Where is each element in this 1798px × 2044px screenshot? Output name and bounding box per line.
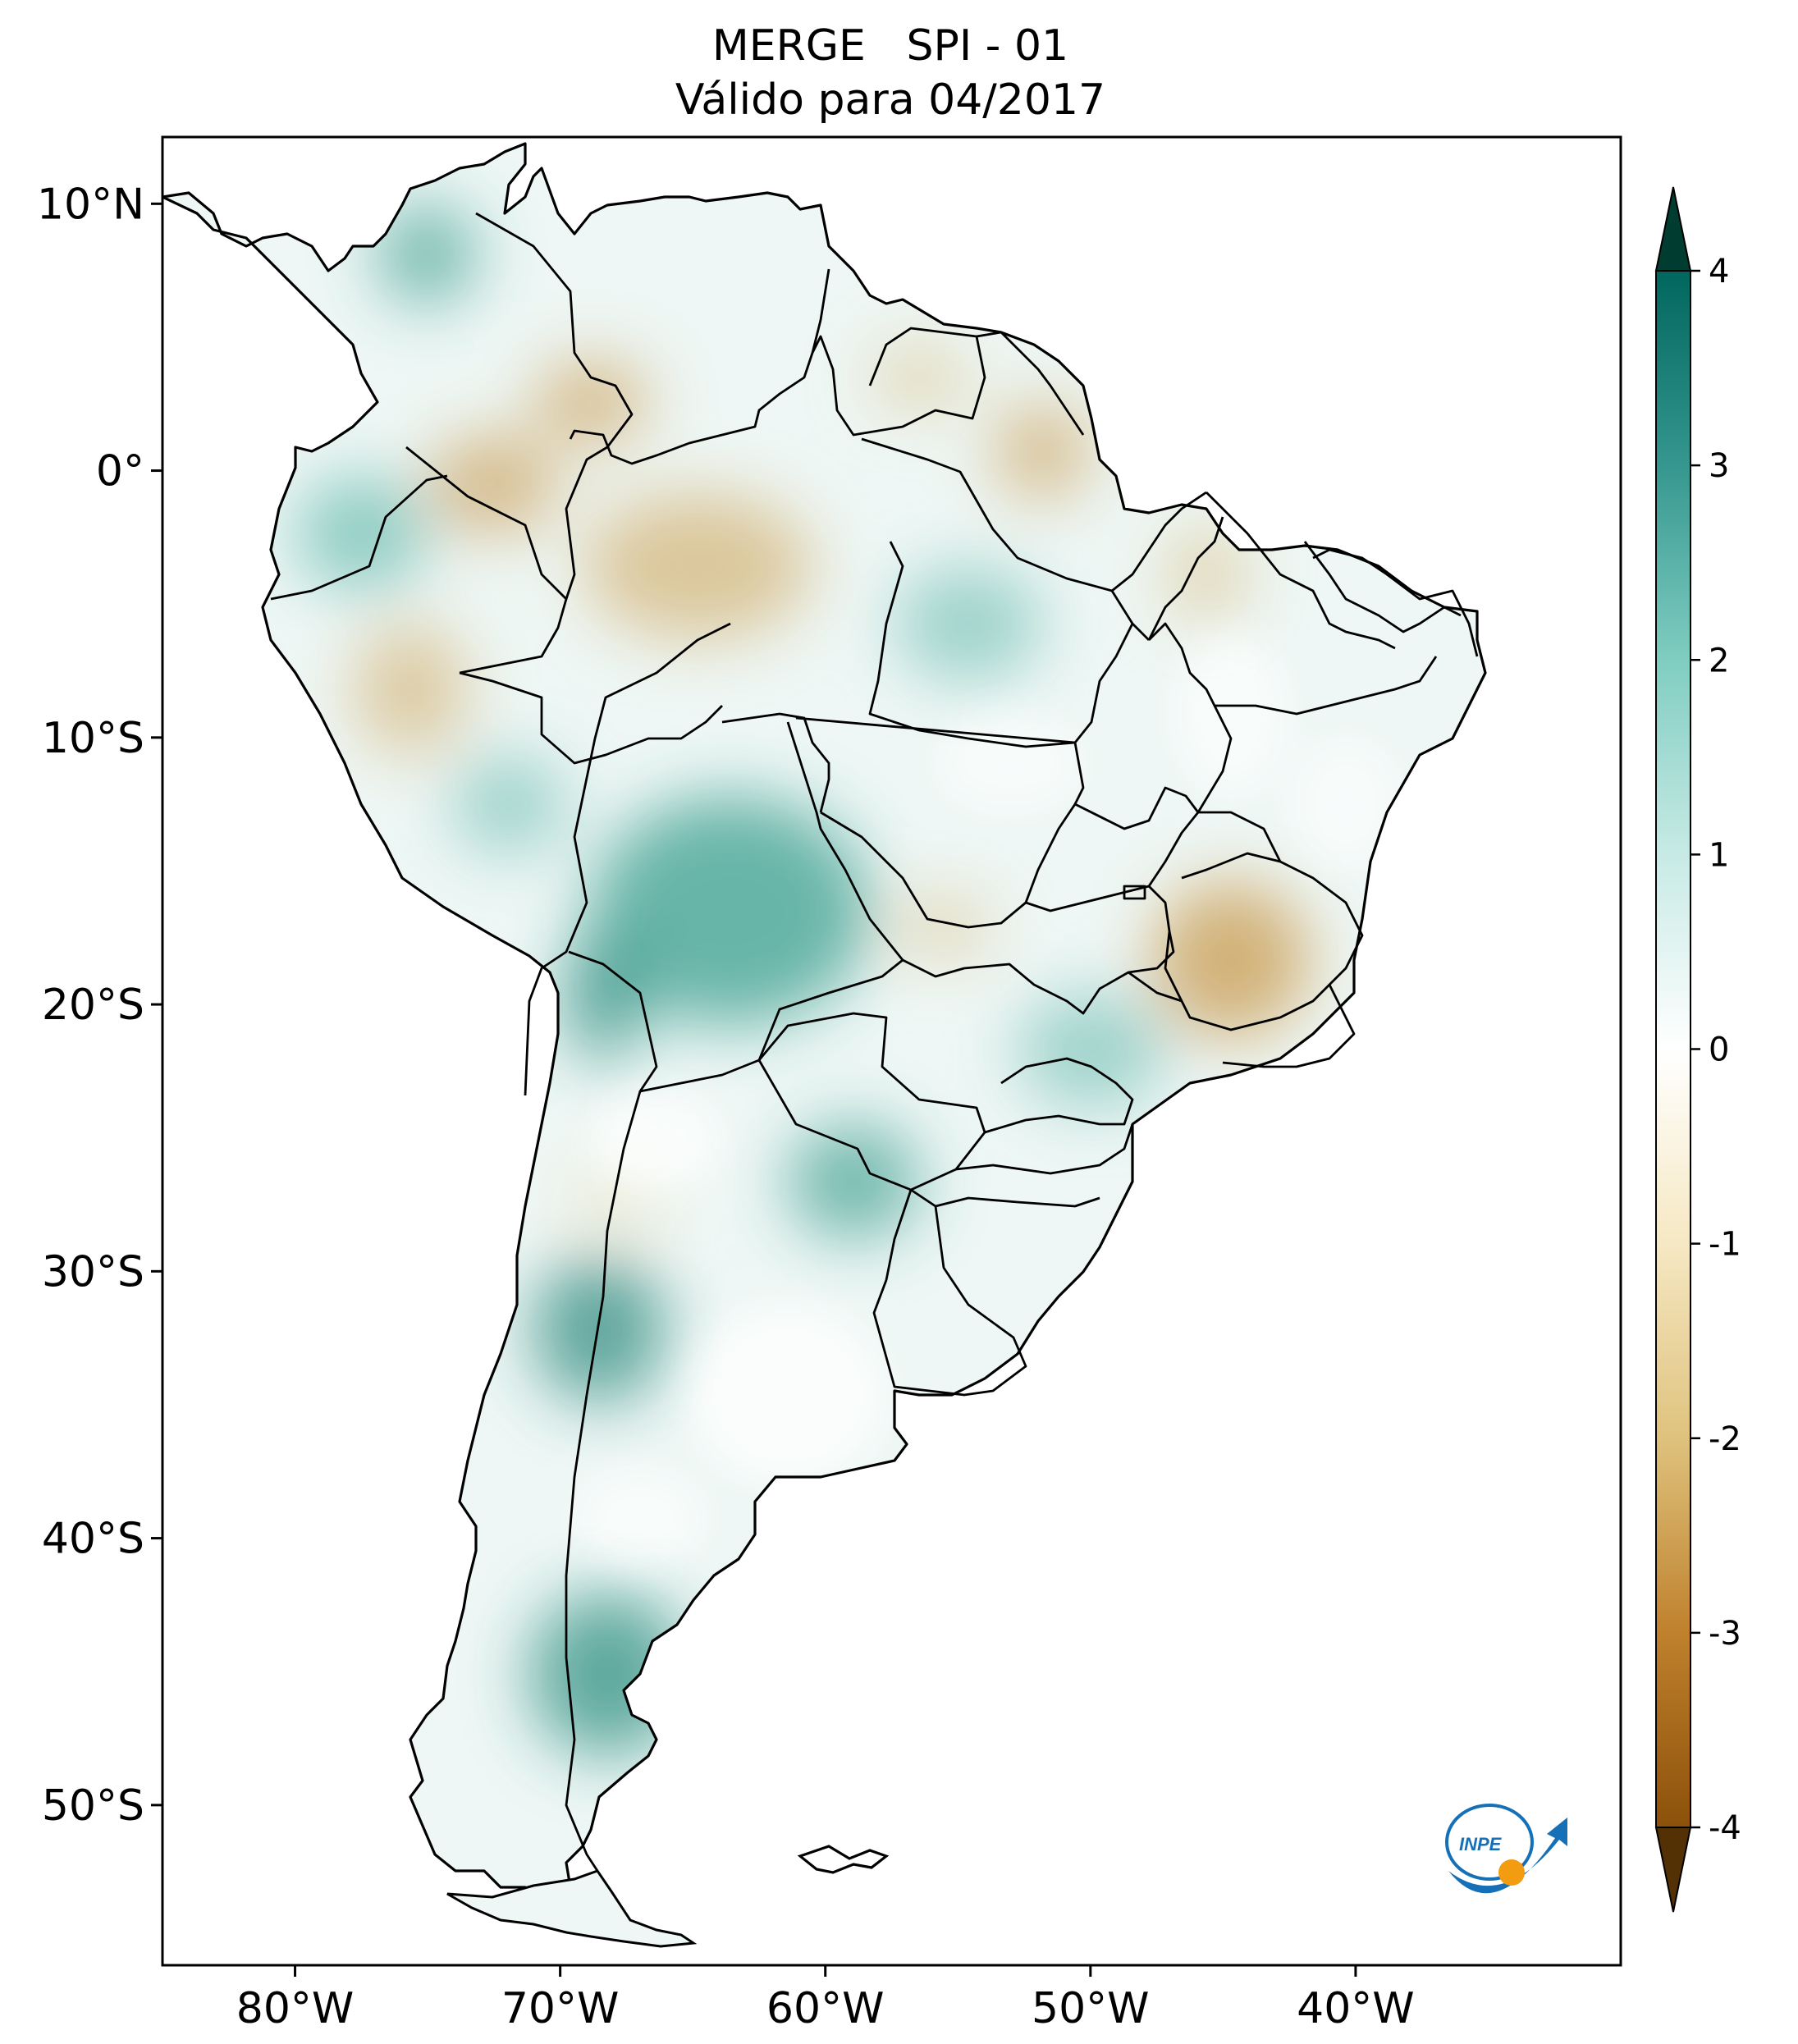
lon-tick-label: 60°W [766,1984,885,2033]
lat-tick-label: 10°S [42,714,144,763]
longitude-axis: 80°W 70°W 60°W 50°W 40°W [236,1965,1415,2033]
colorbar-tick-label: 3 [1709,447,1729,485]
lat-tick-label: 30°S [42,1247,144,1296]
border-guyana-suriname [811,327,986,437]
colorbar-tick-label: -3 [1709,1615,1741,1653]
border-state-bahia-minas [1198,811,1282,862]
border-state-para-north [861,437,1150,641]
wet-anomaly-ecuador [295,476,427,591]
wet-anomaly-sao-paulo [1018,993,1165,1108]
border-chile-argentina [565,1091,642,1872]
colorbar: 4 3 2 1 0 -1 -2 -3 -4 [1654,186,1741,1913]
border-french-guiana [976,331,1085,436]
inpe-logo-arrow [1448,1818,1567,1894]
map-panel: INPE [162,137,1621,1965]
falkland-islands [797,1845,890,1874]
border-state-mato-grosso-do-sul [902,931,1175,1015]
border-state-piaui [1206,492,1396,650]
inpe-logo-text: INPE [1459,1834,1503,1854]
colorbar-tick-label: 1 [1709,836,1729,874]
colorbar-tick-label: 2 [1709,642,1729,679]
lon-tick-label: 50°W [1032,1984,1150,2033]
border-peru-brazil-north [459,598,568,674]
dry-anomaly-putumayo [427,435,558,533]
map-subtitle: Válido para 04/2017 [675,75,1106,125]
dry-anomaly-amapa [993,402,1091,501]
colorbar-tick-label: -2 [1709,1420,1741,1458]
lat-tick-label: 10°N [37,180,144,229]
spi-neutral-patches [574,632,1403,1567]
wet-anomaly-atacama [566,931,640,1063]
lat-tick-label: 40°S [42,1515,144,1564]
border-venezuela-brazil [569,352,814,465]
tierra-del-fuego [446,1869,698,1948]
border-state-sao-paulo [984,1057,1134,1134]
latitude-axis: 10°N 0° 10°S 20°S 30°S 40°S 50°S [37,180,162,1831]
colorbar-extend-min [1654,1827,1692,1913]
wet-anomaly-colombia-north [377,205,476,304]
dry-anomaly-piaui [1165,525,1247,624]
wet-anomaly-chaco [788,1124,919,1239]
border-uruguay [872,1188,1027,1397]
wet-anomaly-peru-south [451,755,566,853]
border-state-bahia-north [1215,656,1438,716]
land-base [162,144,1485,1920]
wet-anomaly-bolivia [591,796,870,1026]
border-peru-brazil [459,671,723,765]
inpe-logo-sun [1498,1859,1525,1886]
map-title: MERGE SPI - 01 [711,21,1069,71]
lat-tick-label: 0° [96,447,144,496]
lat-tick-label: 20°S [42,981,144,1030]
lon-tick-label: 70°W [501,1984,620,2033]
border-ecuador-peru [270,474,448,601]
border-venezuela-guyana [811,268,830,354]
colorbar-tick-label: -1 [1709,1226,1741,1264]
colorbar-body [1655,270,1691,1828]
lat-tick-label: 50°S [42,1781,144,1831]
border-chile-bolivia-argentina-west [524,622,731,1096]
border-colombia [405,212,634,601]
border-state-maranhao [1147,516,1224,641]
south-america-coastline [162,142,1487,1922]
dry-anomaly-colombia-south [533,361,648,443]
colorbar-extend-max [1654,186,1692,272]
border-paraguay [757,1012,986,1191]
wet-anomaly-para [894,566,1042,681]
border-state-mato-grosso-south [820,742,1085,929]
inpe-logo: INPE [1445,1804,1567,1894]
political-borders [270,212,1479,1872]
border-state-rondonia [721,712,830,813]
colorbar-tick-label: -4 [1709,1809,1741,1847]
border-state-tocantins [1148,622,1233,813]
border-bolivia [568,721,904,1093]
dry-anomaly-minas [1153,882,1309,1038]
border-state-ceara-pernambuco [1303,541,1462,633]
dry-anomaly-mato-grosso [894,894,993,960]
lon-tick-label: 40°W [1297,1984,1415,2033]
border-state-minas-gerais [1148,852,1364,1031]
colorbar-tick-label: 4 [1709,253,1729,290]
colorbar-tick-label: 0 [1709,1031,1729,1069]
border-federal-district [1123,885,1146,900]
border-state-goias [1025,786,1200,912]
lon-tick-label: 80°W [236,1984,355,2033]
border-state-parana [955,1123,1134,1175]
dry-anomaly-amazonas [583,492,812,640]
map-frame [161,135,1622,1967]
colorbar-ticks: 4 3 2 1 0 -1 -2 -3 -4 [1690,253,1741,1847]
border-state-rio-grande-do-norte [1312,548,1479,657]
border-state-amazonas-para [868,541,1076,748]
inpe-logo-ring [1445,1804,1534,1881]
dry-anomaly-peru [353,624,468,755]
dry-anomaly-suriname [870,345,968,410]
border-state-mato-grosso-north [795,623,1134,744]
border-state-espirito-santo-rio [1128,971,1356,1068]
wet-anomaly-cuyo [533,1255,665,1403]
border-state-tocantins-north [1111,491,1207,592]
border-state-santa-catarina [935,1196,1100,1208]
